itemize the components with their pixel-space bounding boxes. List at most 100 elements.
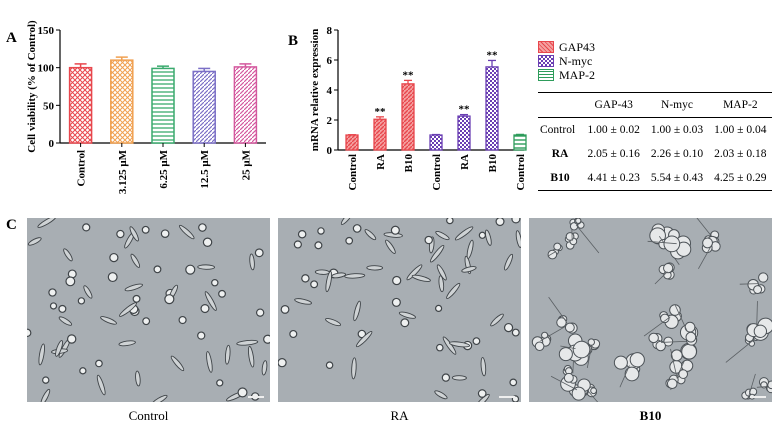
cell-spindle (351, 357, 357, 380)
scale-bar (248, 396, 264, 398)
micrograph-background (27, 218, 270, 402)
cell-round (446, 218, 454, 225)
cell-spindle (178, 224, 195, 240)
cell-spindle (119, 302, 137, 317)
cell-round (164, 294, 175, 305)
cell-body (556, 317, 567, 328)
y-tick-label: 8 (327, 25, 333, 37)
cell-spindle (118, 340, 136, 347)
cell-cluster (647, 229, 692, 260)
x-tick-label: Control (76, 150, 88, 186)
x-tick-label: Control (431, 154, 443, 190)
scale-bar (750, 396, 766, 398)
cell-body (648, 332, 659, 344)
chart-b-legend: GAP43 N-myc MAP-2 (538, 40, 595, 82)
neurite (725, 338, 755, 363)
significance-marker: ** (403, 69, 415, 81)
micrograph-caption-ra: RA (390, 408, 409, 423)
cell-round (95, 359, 103, 368)
cell-spindle (38, 343, 45, 366)
scale-bar (499, 396, 515, 398)
cell-round (202, 237, 213, 248)
cell-round (345, 236, 354, 245)
significance-marker: ** (459, 104, 471, 116)
cell-cluster (698, 235, 721, 270)
cell-spindle (58, 316, 73, 326)
y-tick-label: 2 (327, 115, 333, 127)
table-row: Control 1.00 ± 0.02 1.00 ± 0.03 1.00 ± 0… (538, 118, 772, 143)
cell-spindle (63, 248, 73, 262)
bar (192, 70, 216, 144)
cell-round (211, 278, 219, 287)
y-tick-label: 150 (38, 25, 55, 37)
cell-cluster (669, 342, 698, 391)
cell-round (107, 272, 118, 283)
cell-spindle (325, 318, 342, 327)
cell-round (435, 343, 444, 352)
neurite (643, 316, 671, 337)
table-header-cell: GAP-43 (594, 99, 633, 111)
cell-round (293, 240, 302, 249)
cell-body (629, 352, 645, 368)
cell-round (511, 328, 520, 337)
neurite (587, 390, 599, 402)
x-tick-label: Control (515, 154, 527, 190)
cell-round (477, 389, 487, 398)
x-tick-label: 3.125 μM (117, 149, 129, 194)
cell-round (352, 224, 362, 233)
cell-spindle (364, 229, 377, 241)
cell-round (142, 317, 151, 326)
cell-spindle (325, 270, 333, 293)
cell-cluster (558, 333, 591, 366)
cell-cluster (654, 262, 675, 285)
cell-spindle (398, 311, 416, 319)
cell-round (65, 276, 76, 287)
cell-round (325, 361, 334, 369)
legend-label-gap43: GAP43 (559, 39, 596, 54)
cell-round (185, 264, 196, 275)
cell-round (160, 229, 170, 238)
cell-cluster (569, 218, 600, 254)
cell-cluster (648, 332, 691, 352)
cell-round (278, 358, 287, 368)
cell-round (66, 334, 77, 344)
cell-spindle (135, 370, 141, 387)
legend-item-map2: MAP-2 (538, 68, 595, 82)
x-tick-label: 25 μM (240, 149, 252, 180)
cell-round (42, 376, 50, 384)
cell-spindle (434, 390, 448, 400)
cell-round (392, 275, 402, 286)
cell-spindle (515, 230, 521, 248)
cell-spindle (490, 313, 504, 327)
cell-spindle (249, 253, 255, 271)
table-cell: 2.05 ± 0.16 (587, 148, 640, 160)
cell-body (624, 366, 640, 382)
micrograph-b10 (529, 218, 772, 402)
cell-spindle (170, 355, 185, 372)
cell-body (753, 324, 768, 338)
cell-round (357, 329, 367, 339)
cell-spindle (314, 269, 330, 275)
bar (401, 83, 415, 151)
cell-cluster (562, 355, 578, 384)
cell-cluster (674, 305, 699, 346)
table-cell: 1.00 ± 0.03 (650, 124, 704, 136)
cell-round (424, 235, 433, 245)
cell-body (572, 340, 591, 359)
table-cell: 5.54 ± 0.43 (650, 172, 704, 184)
legend-item-gap43: GAP43 (538, 40, 595, 54)
cell-spindle (124, 283, 144, 292)
neurite (756, 301, 758, 327)
cell-round (200, 304, 210, 314)
y-axis-label: Cell viability (% of Control) (26, 20, 38, 153)
cell-spindle (344, 273, 366, 279)
cell-body (669, 304, 681, 316)
neurite (547, 251, 556, 257)
legend-label-nmyc: N-myc (559, 53, 593, 68)
cell-body (681, 343, 697, 360)
bar (345, 134, 359, 151)
cell-round (509, 378, 518, 387)
x-tick-label: RA (459, 154, 471, 170)
cell-round (441, 373, 451, 382)
cell-spindle (247, 345, 255, 368)
